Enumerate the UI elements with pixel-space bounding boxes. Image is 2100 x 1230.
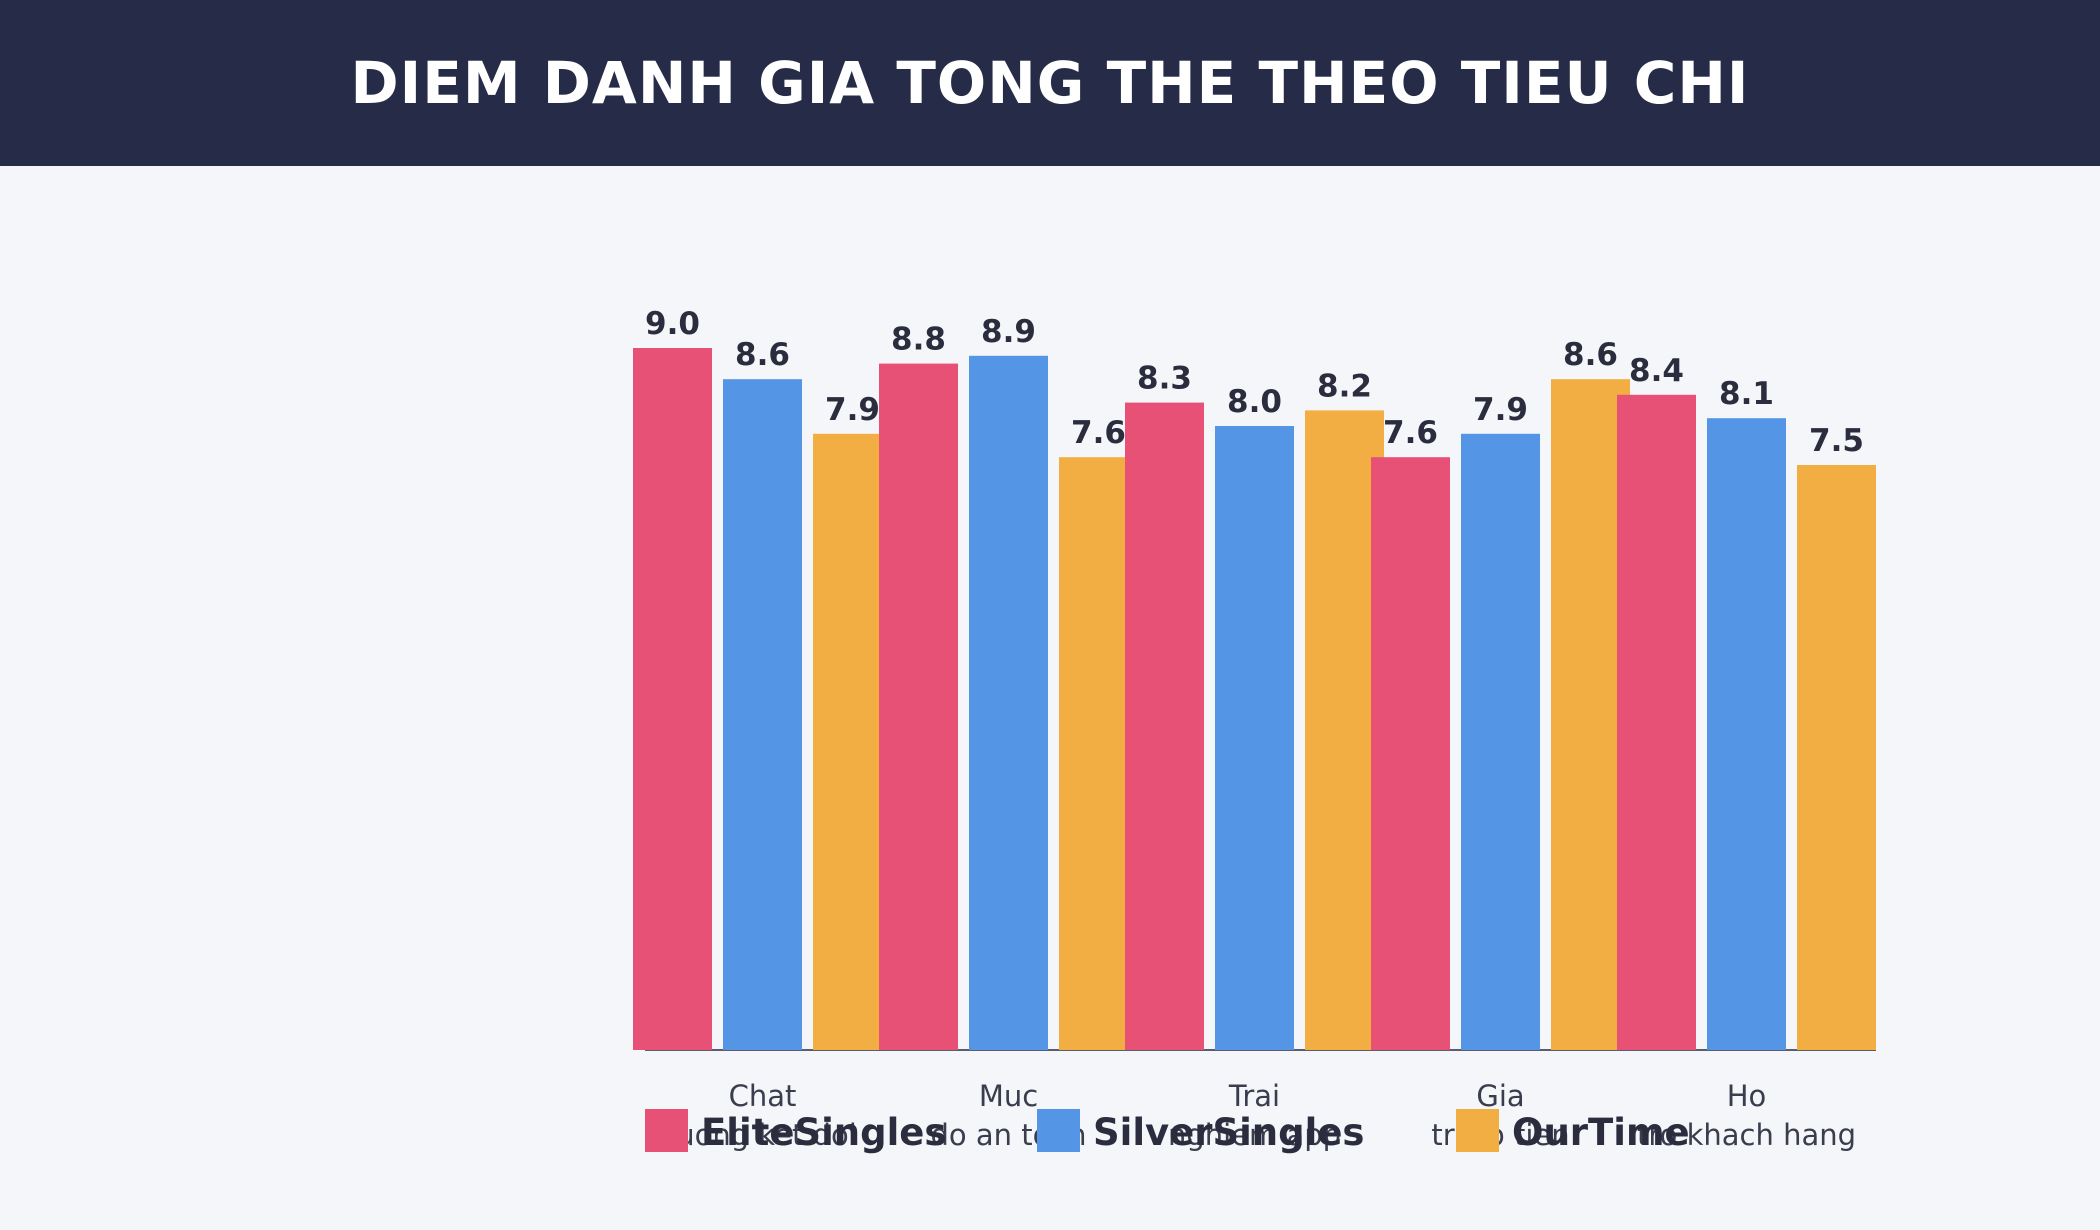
data-label-silversingles-4: 7.9	[1473, 392, 1528, 428]
x-tick-label-4: Gia	[1476, 1079, 1524, 1113]
data-label-ourtime-4: 8.6	[1563, 337, 1618, 373]
bar-elitesingles-3	[1125, 402, 1204, 1051]
data-label-elitesingles-5: 8.4	[1629, 353, 1684, 389]
x-tick-label-1: Chat	[729, 1079, 797, 1113]
x-tick-label-2: Muc	[979, 1079, 1038, 1113]
data-label-silversingles-5: 8.1	[1719, 376, 1774, 412]
data-label-silversingles-3: 8.0	[1227, 384, 1282, 420]
data-label-elitesingles-3: 8.3	[1137, 361, 1192, 397]
legend-swatch-ourtime	[1456, 1109, 1499, 1152]
legend-label-silversingles: SilverSingles	[1093, 1111, 1364, 1154]
x-tick-label-5: Ho	[1727, 1079, 1767, 1113]
x-tick-label-5: tro khach hang	[1637, 1118, 1856, 1152]
bar-ourtime-1	[813, 433, 892, 1050]
data-label-elitesingles-4: 7.6	[1383, 415, 1438, 451]
legend-swatch-elitesingles	[645, 1109, 688, 1152]
legend-label-ourtime: OurTime	[1512, 1111, 1690, 1154]
bar-ourtime-2	[1059, 457, 1138, 1050]
bar-elitesingles-1	[633, 348, 712, 1050]
x-tick-label-4: tri so tien	[1431, 1118, 1569, 1152]
bar-silversingles-4	[1461, 433, 1540, 1050]
bar-elitesingles-2	[879, 363, 958, 1051]
data-label-ourtime-5: 7.5	[1809, 423, 1864, 459]
data-label-elitesingles-2: 8.8	[891, 322, 946, 358]
title-bar: DIEM DANH GIA TONG THE THEO TIEU CHI	[0, 0, 2100, 166]
bar-silversingles-1	[723, 379, 802, 1050]
chart-title: DIEM DANH GIA TONG THE THEO TIEU CHI	[350, 49, 1750, 117]
bar-silversingles-3	[1215, 426, 1294, 1050]
data-label-ourtime-3: 8.2	[1317, 368, 1372, 404]
bar-silversingles-2	[969, 355, 1048, 1050]
data-label-ourtime-1: 7.9	[825, 392, 880, 428]
bar-silversingles-5	[1707, 418, 1786, 1050]
data-label-silversingles-1: 8.6	[735, 337, 790, 373]
data-label-ourtime-2: 7.6	[1071, 415, 1126, 451]
legend-swatch-silversingles	[1037, 1109, 1080, 1152]
x-tick-label-1: luong ket doi	[668, 1118, 857, 1152]
data-label-silversingles-2: 8.9	[981, 314, 1036, 350]
bar-ourtime-5	[1797, 465, 1876, 1050]
bar-ourtime-4	[1551, 379, 1630, 1050]
bar-elitesingles-4	[1371, 457, 1450, 1050]
data-label-elitesingles-1: 9.0	[645, 306, 700, 342]
x-tick-label-3: Trai	[1228, 1079, 1280, 1113]
bar-elitesingles-5	[1617, 394, 1696, 1050]
bar-ourtime-3	[1305, 410, 1384, 1050]
x-tick-label-3: nghiem app	[1168, 1118, 1341, 1152]
legend-label-elitesingles: EliteSingles	[701, 1111, 946, 1154]
